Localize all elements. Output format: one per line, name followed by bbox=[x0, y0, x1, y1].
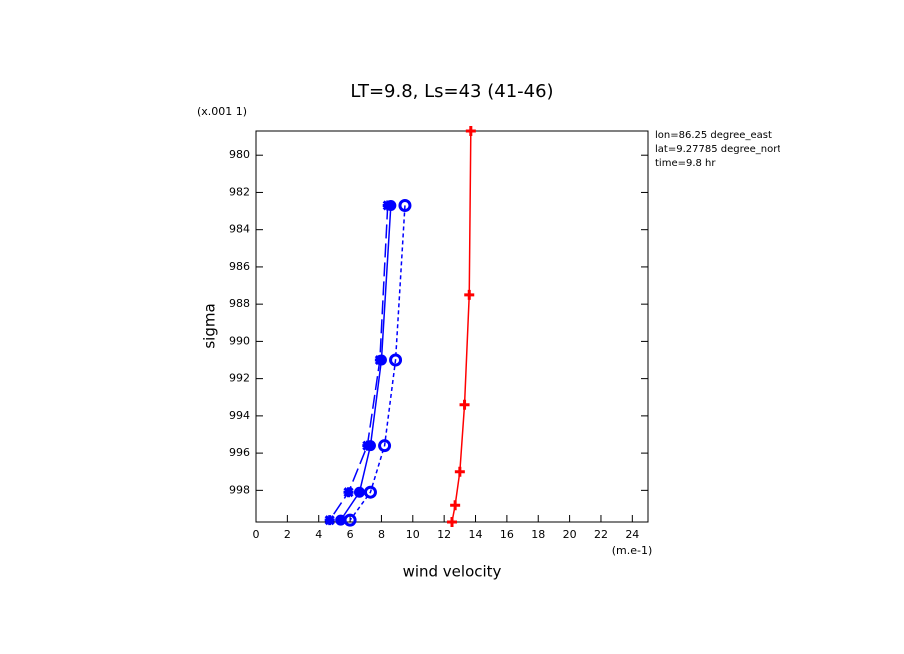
point bbox=[447, 517, 457, 527]
y-tick-label: 998 bbox=[229, 483, 250, 496]
point bbox=[375, 354, 387, 366]
point bbox=[324, 515, 335, 526]
y-tick-label: 996 bbox=[229, 446, 250, 459]
point bbox=[343, 487, 354, 498]
x-tick-label: 22 bbox=[594, 528, 608, 541]
annotations: lon=86.25 degree_east lat=9.27785 degree… bbox=[655, 130, 788, 169]
x-tick-label: 4 bbox=[315, 528, 322, 541]
point bbox=[398, 199, 412, 212]
point bbox=[378, 439, 392, 453]
point bbox=[459, 399, 470, 410]
x-axis-label: wind velocity bbox=[403, 563, 502, 581]
y-tick-label: 984 bbox=[229, 223, 250, 236]
y-tick-label: 990 bbox=[229, 334, 250, 347]
x-tick-label: 8 bbox=[378, 528, 385, 541]
point bbox=[363, 485, 377, 499]
y-tick-label: 980 bbox=[229, 148, 250, 161]
annotation: lon=86.25 degree_east bbox=[655, 130, 772, 141]
x-tick-label: 16 bbox=[500, 528, 514, 541]
point bbox=[364, 440, 376, 452]
x-tick-label: 24 bbox=[625, 528, 639, 541]
series-line bbox=[349, 205, 406, 521]
point bbox=[450, 500, 461, 511]
point bbox=[454, 466, 465, 477]
y-tick-label: 982 bbox=[229, 185, 250, 198]
x-tick-label: 14 bbox=[469, 528, 483, 541]
point bbox=[385, 200, 397, 211]
x-tick-label: 0 bbox=[253, 528, 260, 541]
y-tick-label: 988 bbox=[229, 297, 250, 310]
point bbox=[353, 486, 365, 498]
point bbox=[465, 126, 476, 136]
x-tick-label: 12 bbox=[437, 528, 451, 541]
x-tick-label: 2 bbox=[284, 528, 291, 541]
y-tick-label: 986 bbox=[229, 260, 250, 273]
x-tick-label: 20 bbox=[563, 528, 577, 541]
y-tick-label: 994 bbox=[229, 409, 250, 422]
y-axis-label: sigma bbox=[201, 303, 219, 348]
annotation: lat=9.27785 degree_north bbox=[655, 144, 788, 155]
y-tick-label: 992 bbox=[229, 372, 250, 385]
annotation: time=9.8 hr bbox=[655, 158, 716, 169]
point bbox=[343, 513, 357, 527]
x-tick-label: 6 bbox=[347, 528, 354, 541]
point bbox=[389, 353, 403, 367]
x-tick-label: 18 bbox=[531, 528, 545, 541]
chart-title: LT=9.8, Ls=43 (41-46) bbox=[350, 81, 553, 102]
x-tick-label: 10 bbox=[406, 528, 420, 541]
x-units: (m.e-1) bbox=[612, 544, 653, 557]
y-units: (x.001 1) bbox=[197, 105, 247, 118]
point bbox=[464, 289, 475, 300]
